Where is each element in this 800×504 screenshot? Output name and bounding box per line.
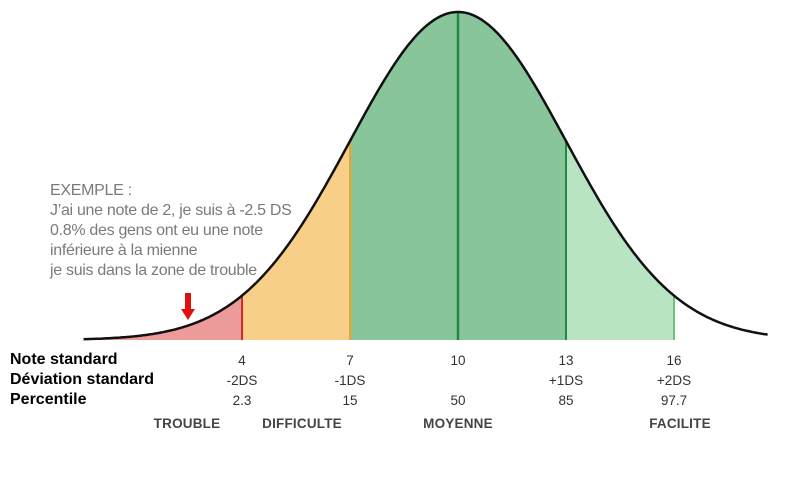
tick-note-label: 10 [450,353,466,368]
tick-note-label: 16 [666,353,682,368]
tick-percentile-label: 2.3 [232,393,252,408]
row-label-note-standard: Note standard [10,351,118,368]
category-moyenne: MOYENNE [423,416,493,431]
example-line: je suis dans la zone de trouble [50,262,257,279]
example-line: inférieure à la mienne [50,242,198,259]
tick-note-label: 4 [238,353,246,368]
tick-note-label: 13 [558,353,574,368]
tick-percentile-label: 97.7 [660,393,688,408]
tick-ds-label: -2DS [226,373,258,388]
category-facilite: FACILITE [649,416,711,431]
row-label-percentile: Percentile [10,391,87,408]
example-line: 0.8% des gens ont eu une note [50,222,263,239]
example-line: J’ai une note de 2, je suis à -2.5 DS [50,202,292,219]
tick-ds-label: +1DS [548,373,584,388]
row-label-deviation-standard: Déviation standard [10,371,155,388]
tick-ds-label: -1DS [334,373,366,388]
category-trouble: TROUBLE [153,416,221,431]
distribution-curve [83,10,768,341]
example-line: EXEMPLE : [50,182,132,199]
tick-percentile-label: 85 [558,393,574,408]
tick-note-label: 7 [346,353,354,368]
tick-ds-label: +2DS [656,373,692,388]
example-annotation: EXEMPLE : J’ai une note de 2, je suis à … [50,181,292,281]
tick-percentile-label: 50 [450,393,466,408]
category-difficulte: DIFFICULTE [262,416,342,431]
down-arrow-icon [181,293,195,320]
tick-percentile-label: 15 [342,393,358,408]
region-trouble [83,295,242,340]
